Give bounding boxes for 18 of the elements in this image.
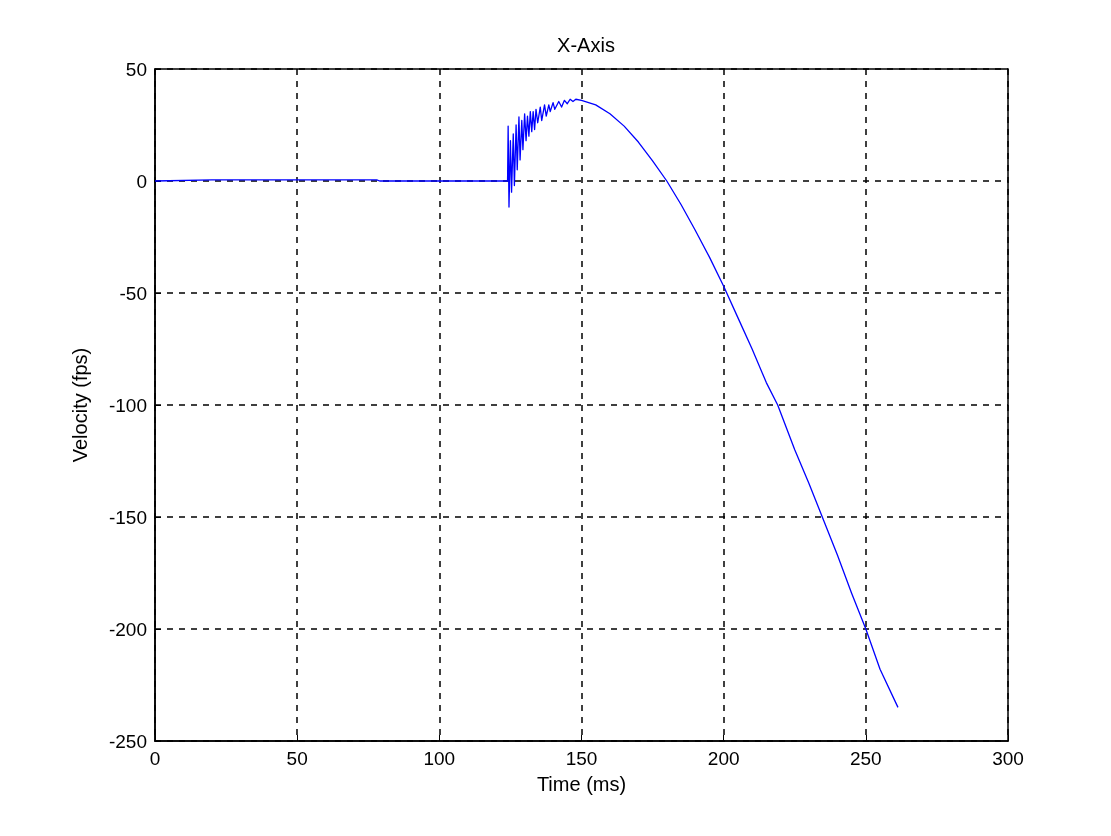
y-tick-label: -250 <box>108 730 147 752</box>
x-tick-label: 250 <box>849 748 882 769</box>
y-tick-label: 50 <box>125 58 147 80</box>
x-tick-label: 50 <box>286 748 308 769</box>
x-axis-title: Time (ms) <box>536 773 627 795</box>
x-tick-label: 150 <box>565 748 598 769</box>
x-tick-label: 0 <box>149 748 161 769</box>
y-tick-label: 0 <box>136 170 147 192</box>
x-tick-label: 300 <box>992 748 1024 769</box>
chart-title: X-Axis <box>557 34 615 56</box>
y-axis-title: Velocity (fps) <box>69 347 91 463</box>
x-tick-label: 100 <box>423 748 456 769</box>
y-tick-label: -200 <box>108 618 147 640</box>
y-tick-label: -150 <box>108 506 147 528</box>
line-series <box>154 98 899 709</box>
x-tick-label: 200 <box>707 748 740 769</box>
y-tick-label: -100 <box>108 394 147 416</box>
y-tick-label: -50 <box>119 282 147 304</box>
